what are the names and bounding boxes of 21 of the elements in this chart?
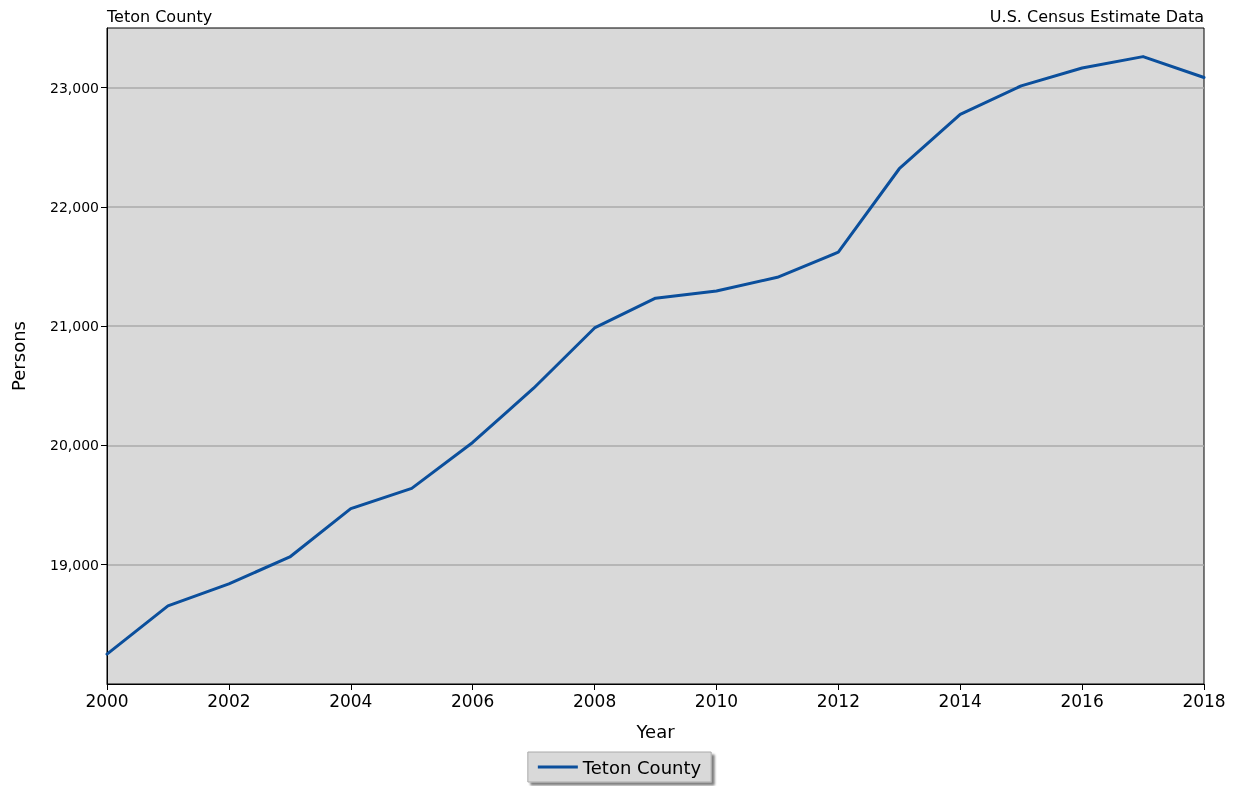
- x-tick-label: 2006: [451, 690, 495, 711]
- x-tick-label: 2008: [572, 690, 617, 711]
- chart-title: Teton County: [106, 6, 213, 26]
- x-tick-label: 2012: [816, 690, 860, 711]
- x-tick-label: 2004: [329, 690, 373, 711]
- x-tick-label: 2018: [1182, 690, 1226, 711]
- y-tick-label: 21,000: [50, 318, 99, 335]
- y-tick-label: 23,000: [50, 79, 99, 96]
- y-tick-label: 22,000: [50, 198, 99, 215]
- x-tick-label: 2000: [85, 690, 129, 711]
- y-tick-label: 19,000: [50, 556, 99, 573]
- y-tick-label: 20,000: [50, 437, 99, 454]
- legend-label: Teton County: [581, 756, 702, 778]
- x-tick-label: 2002: [207, 690, 251, 711]
- line-series: [105, 55, 1206, 656]
- x-tick-label: 2014: [938, 690, 982, 711]
- y-axis-title: Persons: [7, 321, 29, 391]
- text: U.S. Census Estimate Data: [989, 6, 1204, 26]
- x-tick-label: 2016: [1060, 690, 1104, 711]
- x-axis-title: Year: [635, 720, 676, 742]
- x-tick-label: 2010: [694, 690, 739, 711]
